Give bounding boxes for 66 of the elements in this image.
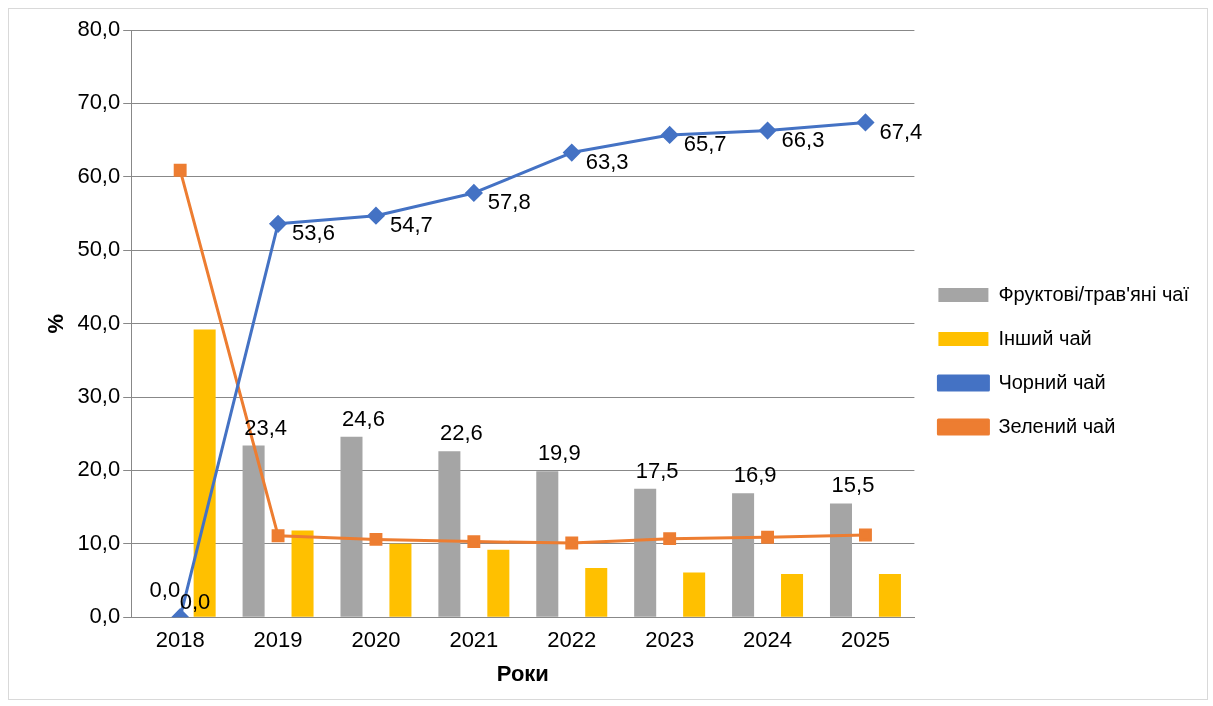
data-label: 54,7 [389,211,433,237]
legend-label: Інший чай [998,326,1092,349]
x-tick-label: 2019 [253,627,303,653]
point [173,163,187,177]
point [369,532,383,546]
bar [389,543,412,617]
data-label: 63,3 [585,148,629,174]
data-label: 22,6 [439,420,483,446]
bar [291,530,314,617]
y-tick-label: 50,0 [77,236,121,262]
bar [487,549,510,617]
y-axis-title: % [43,313,69,334]
y-tick-label: 0,0 [89,603,121,629]
data-label: 16,9 [733,462,777,488]
point [269,215,287,233]
data-label: 19,9 [537,440,581,466]
data-label: 57,8 [487,189,531,215]
bar [781,573,804,617]
point [661,126,679,144]
data-label: 0,0 [149,577,181,603]
x-tick-label: 2023 [645,627,695,653]
point [761,530,775,544]
point [467,535,481,549]
bar [438,451,461,617]
y-tick-label: 40,0 [77,309,121,335]
y-tick-label: 60,0 [77,162,121,188]
x-axis-title: Роки [496,660,549,686]
x-tick-label: 2018 [155,627,205,653]
point [859,528,872,542]
y-tick-label: 80,0 [77,16,121,42]
bar [683,572,706,617]
legend-label: Зелений чай [998,414,1116,437]
bar [634,488,657,617]
point [856,113,874,131]
bar [536,471,559,617]
bar [732,493,755,617]
bar [878,573,901,617]
point [759,122,777,140]
point [565,536,579,550]
data-label: 24,6 [342,405,385,431]
data-label: 53,6 [292,219,335,245]
x-tick-label: 2021 [449,627,499,653]
y-tick-label: 30,0 [77,383,121,409]
bar [829,503,852,617]
bar [340,436,363,617]
data-label: 65,7 [683,131,727,157]
x-tick-label: 2024 [743,627,793,653]
point [663,532,677,546]
data-label: 15,5 [831,472,875,498]
legend-label: Фруктові/трав'яні чаї [998,282,1190,305]
point [271,529,285,543]
bar [242,445,265,617]
y-tick-label: 70,0 [77,89,121,115]
x-tick-label: 2025 [840,627,890,653]
data-label: 17,5 [635,457,679,483]
y-tick-label: 20,0 [77,456,121,482]
data-label: 67,4 [879,118,923,144]
bar [585,568,608,617]
x-tick-label: 2020 [351,627,401,653]
point [465,184,483,202]
y-tick-label: 10,0 [77,529,121,555]
data-label: 66,3 [781,126,825,152]
x-tick-label: 2022 [547,627,597,653]
point [563,144,581,162]
point [367,207,385,225]
legend-label: Чорний чай [998,370,1106,393]
